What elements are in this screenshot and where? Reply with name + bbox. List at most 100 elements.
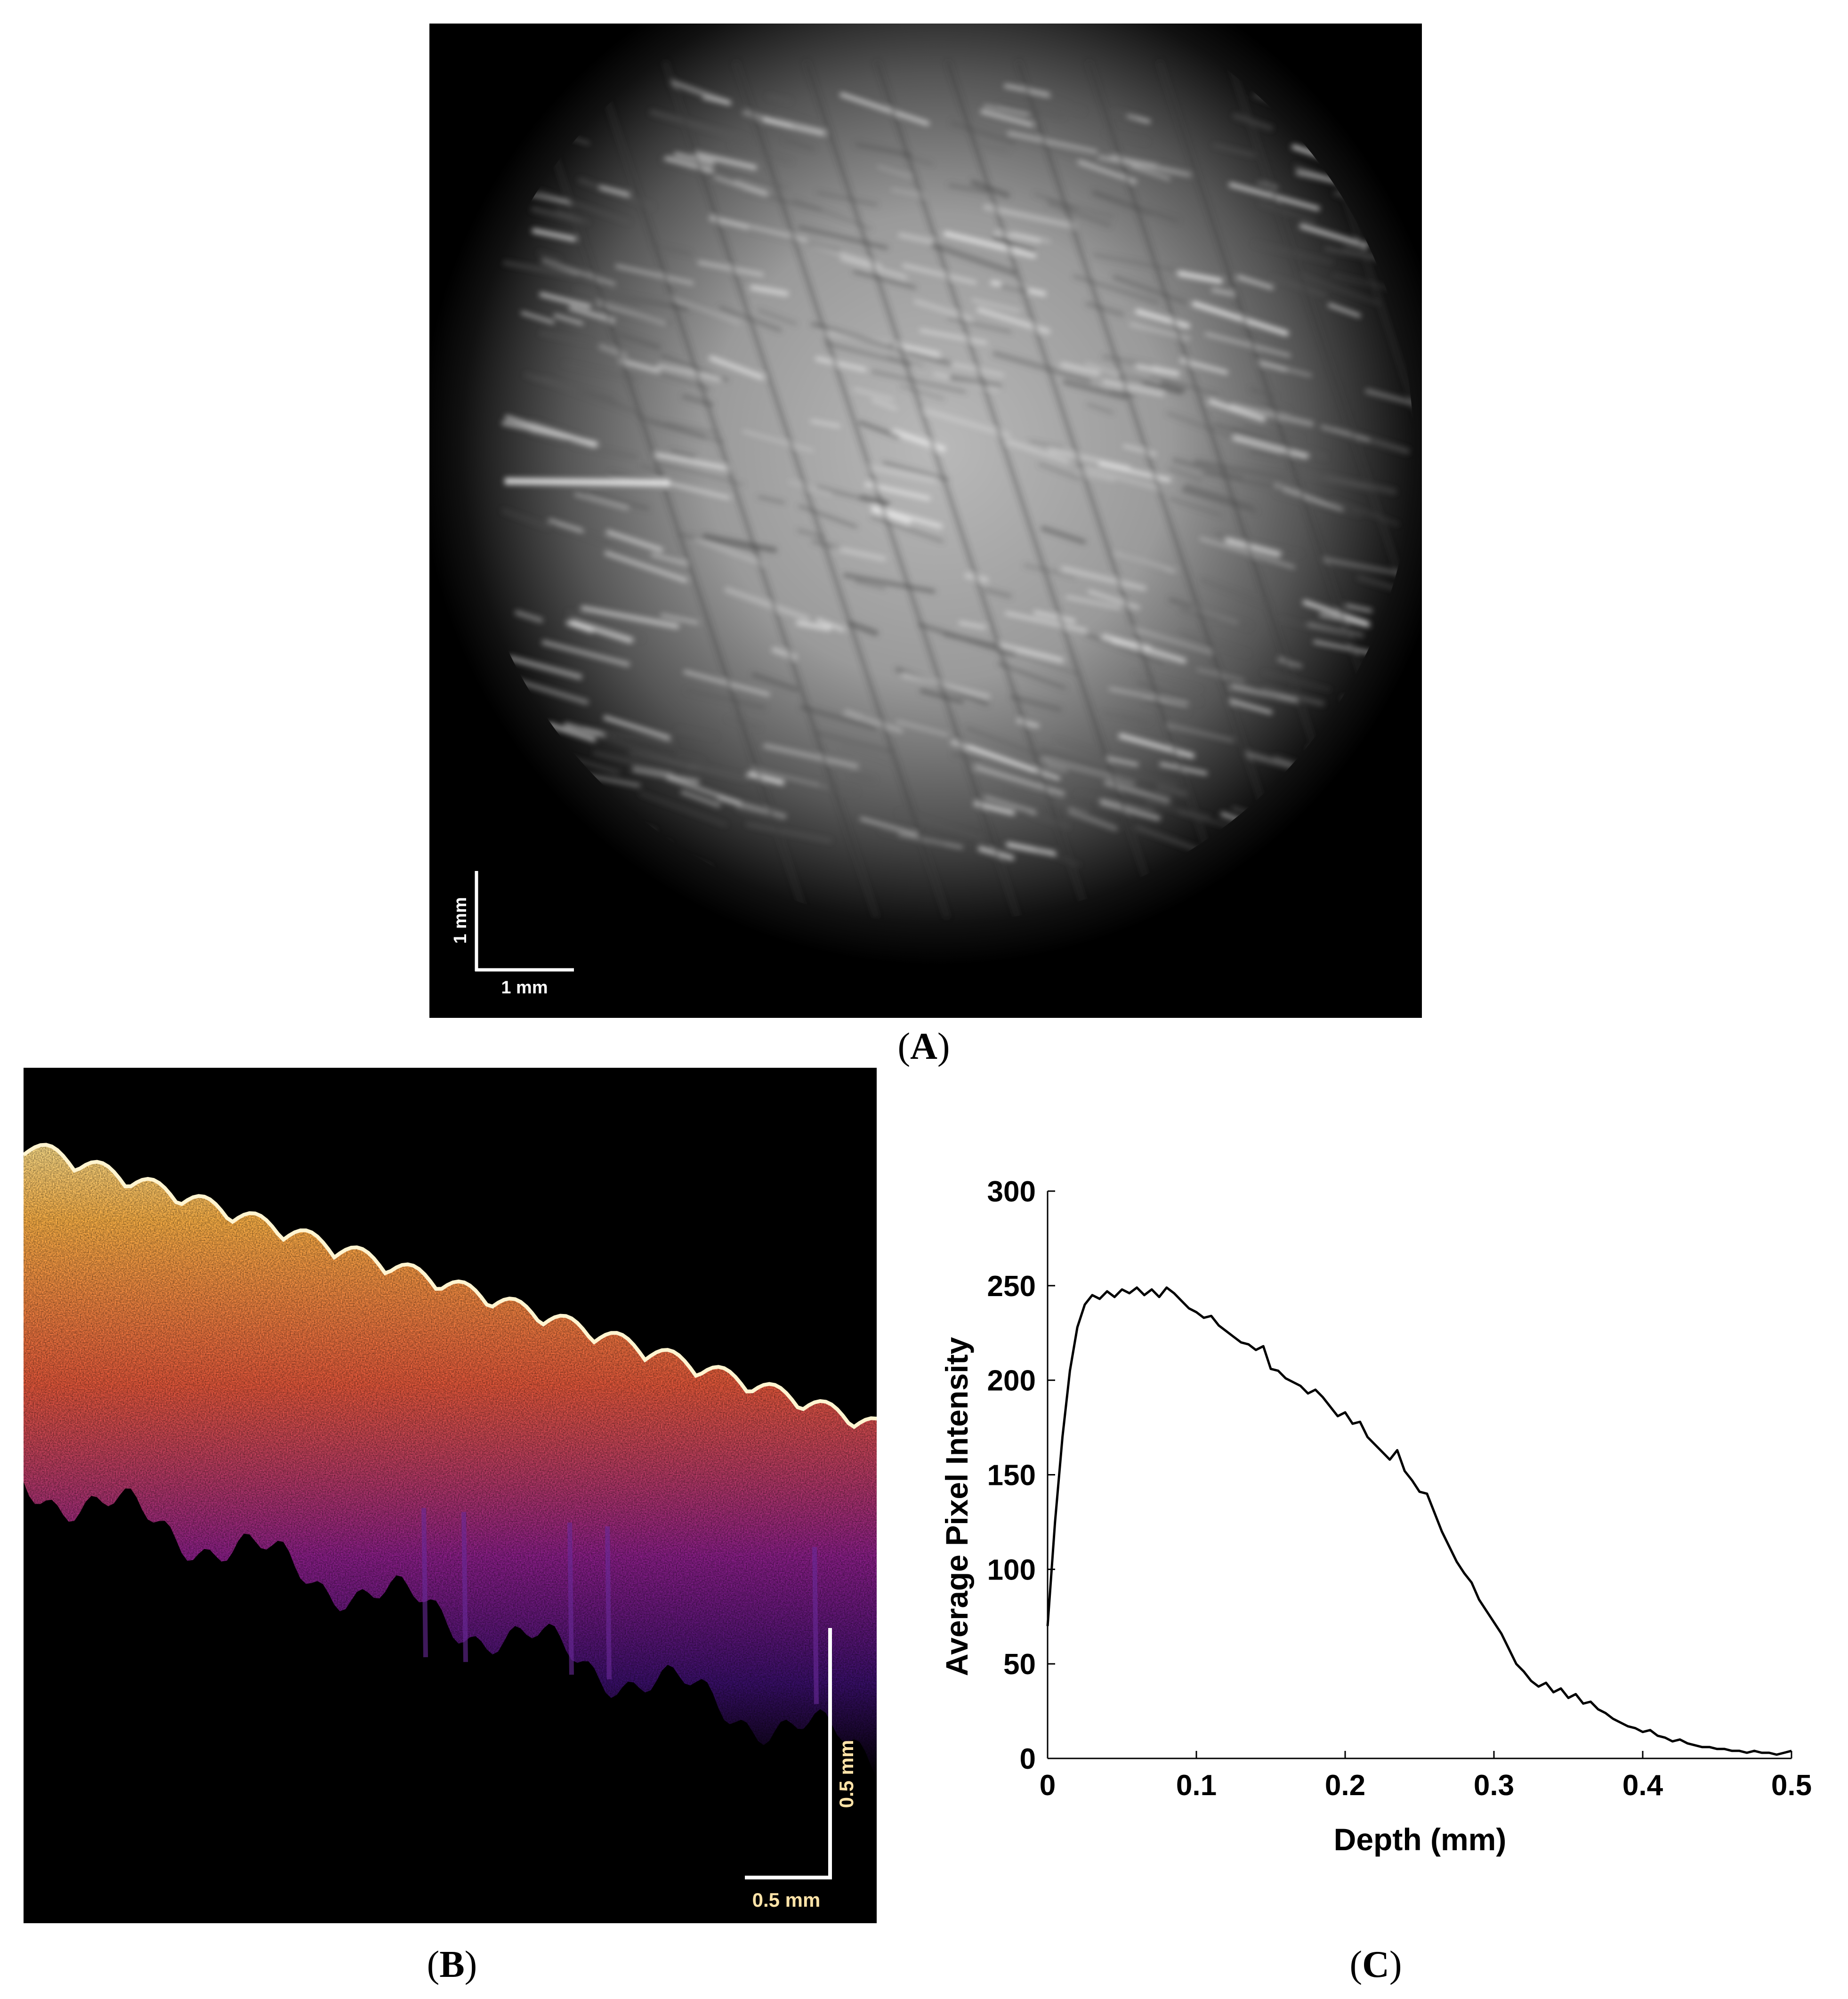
skin-texture-streak bbox=[539, 332, 591, 344]
skin-texture-streak bbox=[1113, 275, 1186, 304]
skin-texture-streak bbox=[609, 471, 637, 483]
skin-texture-streak bbox=[860, 817, 917, 836]
caption-c: (C) bbox=[1349, 1944, 1402, 1985]
x-axis-label: Depth (mm) bbox=[1334, 1822, 1507, 1857]
skin-texture-streak bbox=[1011, 231, 1051, 243]
skin-texture-streak bbox=[1114, 109, 1139, 119]
oct-surface-line bbox=[22, 1143, 877, 1429]
scale-bar-vertical-label: 0.5 mm bbox=[835, 1740, 857, 1808]
skin-texture-streak bbox=[1233, 113, 1273, 131]
skin-texture-streak bbox=[1262, 671, 1331, 691]
skin-texture-streak bbox=[652, 243, 692, 256]
skin-texture-streak bbox=[983, 204, 1077, 229]
skin-texture-streak bbox=[670, 80, 732, 105]
skin-texture-streak bbox=[1118, 733, 1195, 758]
skin-crease-line bbox=[733, 60, 1020, 919]
panel-a-svg: 1 mm 1 mm bbox=[420, 0, 1456, 1018]
skin-texture-streak bbox=[515, 610, 543, 623]
intensity-depth-chart: 0 0.1 0.2 0.3 0.4 0.5 0 50 100 150 200 250 300 Depth… bbox=[939, 1176, 1812, 1857]
skin-texture-streak bbox=[1099, 799, 1161, 821]
skin-texture-streak bbox=[1067, 809, 1118, 831]
skin-texture-streak bbox=[618, 358, 661, 373]
skin-texture-streak bbox=[1299, 223, 1368, 248]
skin-texture-streak bbox=[853, 270, 917, 290]
y-tick-label: 50 bbox=[1003, 1648, 1036, 1681]
skin-texture-streak bbox=[984, 796, 1036, 814]
scale-bar-horizontal-label: 0.5 mm bbox=[752, 1889, 821, 1911]
skin-texture-streak bbox=[1077, 792, 1155, 810]
skin-texture-streak bbox=[676, 728, 717, 739]
skin-texture-streak bbox=[574, 493, 629, 510]
skin-texture-streak bbox=[992, 351, 1092, 384]
skin-texture-streak bbox=[1136, 363, 1180, 377]
skin-texture-streak bbox=[1123, 444, 1157, 456]
skin-texture-streak bbox=[664, 481, 730, 500]
skin-texture-streak bbox=[816, 485, 863, 500]
y-tick-label: 0 bbox=[1020, 1743, 1036, 1775]
skin-texture-streak bbox=[1275, 492, 1362, 516]
skin-texture-streak bbox=[898, 232, 940, 245]
skin-texture-streak bbox=[1144, 698, 1189, 714]
skin-texture-streak bbox=[1345, 604, 1372, 613]
y-tick-label: 200 bbox=[987, 1365, 1036, 1397]
skin-texture-streak bbox=[1135, 825, 1202, 853]
skin-texture-streak bbox=[1106, 757, 1139, 766]
skin-texture-streak bbox=[1003, 650, 1081, 676]
skin-texture-streak bbox=[1203, 471, 1284, 491]
skin-texture-streak bbox=[669, 296, 740, 324]
skin-texture-streak bbox=[847, 621, 879, 636]
skin-texture-streak bbox=[1061, 566, 1147, 591]
skin-texture-streak bbox=[902, 264, 977, 285]
panel-c-chart: 0 0.1 0.2 0.3 0.4 0.5 0 50 100 150 200 250 300 Depth… bbox=[876, 1130, 1817, 1883]
skin-texture-streak bbox=[501, 508, 551, 530]
skin-texture-streak bbox=[1256, 360, 1312, 377]
skin-texture-streak bbox=[877, 166, 912, 177]
skin-texture-streak bbox=[709, 355, 765, 380]
skin-crease-line bbox=[662, 60, 950, 919]
skin-texture-streak bbox=[1204, 332, 1291, 357]
skin-texture-streak bbox=[1048, 448, 1131, 470]
skin-texture-streak bbox=[998, 643, 1064, 662]
skin-texture-streak bbox=[984, 105, 1029, 116]
skin-texture-streak bbox=[1085, 301, 1125, 317]
skin-crease-line bbox=[804, 60, 1091, 919]
skin-texture-streak bbox=[948, 183, 988, 194]
skin-texture-streak bbox=[943, 231, 1036, 258]
chart-axes: 0 0.1 0.2 0.3 0.4 0.5 0 50 100 150 200 250 300 bbox=[987, 1176, 1812, 1802]
x-tick-label: 0.5 bbox=[1771, 1769, 1812, 1802]
skin-texture-streak bbox=[1109, 687, 1188, 706]
skin-texture-streak bbox=[631, 767, 700, 784]
skin-texture-streak bbox=[639, 792, 727, 826]
y-axis-label: Average Pixel Intensity bbox=[939, 1337, 974, 1676]
skin-texture-streak bbox=[1277, 658, 1302, 668]
skin-texture-streak bbox=[1328, 303, 1361, 317]
skin-texture-streak bbox=[507, 655, 582, 680]
skin-texture-streak bbox=[919, 329, 988, 344]
skin-texture-streak bbox=[1298, 470, 1374, 492]
skin-texture-streak bbox=[502, 261, 578, 278]
skin-texture-streak bbox=[1023, 563, 1077, 579]
skin-texture-streak bbox=[1131, 627, 1213, 654]
skin-texture-streak bbox=[882, 461, 949, 481]
skin-texture-streak bbox=[1008, 131, 1098, 153]
skin-texture-streak bbox=[1199, 537, 1295, 569]
skin-texture-streak bbox=[570, 620, 633, 643]
skin-texture-streak bbox=[871, 515, 944, 543]
skin-texture-streak bbox=[1159, 762, 1208, 775]
skin-texture-streak bbox=[1236, 275, 1274, 290]
skin-texture-streak bbox=[541, 258, 616, 286]
skin-texture-streak bbox=[1086, 403, 1114, 414]
x-tick-label: 0.2 bbox=[1325, 1769, 1365, 1802]
skin-texture-streak bbox=[871, 507, 912, 524]
skin-texture-streak bbox=[788, 480, 831, 496]
skin-texture-streak bbox=[685, 688, 767, 709]
skin-texture-streak bbox=[866, 465, 936, 483]
skin-texture-streak bbox=[958, 621, 986, 629]
skin-texture-streak bbox=[649, 110, 748, 142]
skin-texture-streak bbox=[1041, 526, 1087, 545]
skin-texture-streak bbox=[1177, 271, 1223, 284]
skin-crease-line bbox=[521, 60, 808, 919]
skin-texture-streak bbox=[659, 463, 744, 486]
skin-texture-streak bbox=[1169, 497, 1222, 516]
skin-texture-streak bbox=[949, 375, 1002, 388]
